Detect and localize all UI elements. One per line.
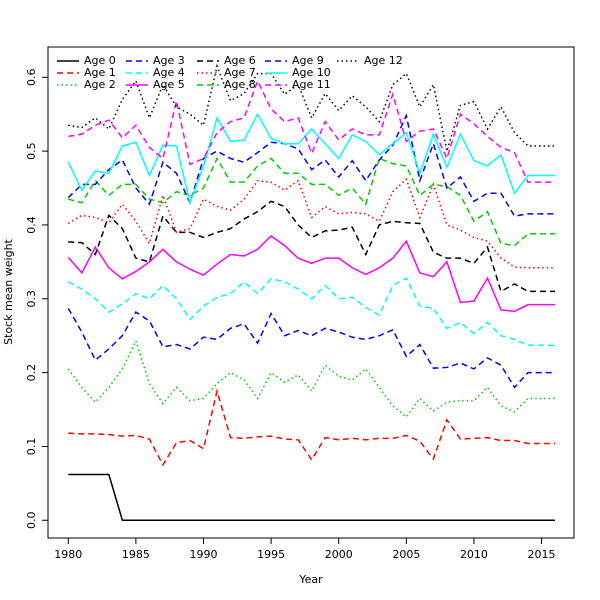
series-line (67, 112, 556, 206)
y-tick-label: 0.5 (25, 142, 38, 160)
x-tick-label: 2005 (392, 548, 420, 561)
series-line (67, 277, 556, 347)
plot-frame (47, 46, 575, 539)
y-tick-label: 0.6 (25, 69, 38, 87)
series-line (68, 79, 556, 183)
legend-label: Age 2 (84, 78, 116, 91)
y-tick-label: 0.2 (25, 364, 38, 382)
y-axis-label: Stock mean weight (2, 238, 15, 344)
x-axis-label: Year (298, 573, 323, 586)
legend-label: Age 9 (292, 54, 324, 67)
legend-label: Age 3 (153, 54, 185, 67)
series-line (67, 338, 556, 418)
x-tick-label: 1995 (257, 548, 285, 561)
series-line (68, 63, 556, 152)
legend-label: Age 0 (84, 54, 116, 67)
x-tick-label: 1990 (190, 548, 218, 561)
series-line (68, 473, 556, 522)
legend-label: Age 6 (224, 54, 256, 67)
legend-label: Age 11 (292, 78, 331, 91)
series-line (67, 307, 556, 389)
y-tick-label: 0.4 (25, 216, 38, 234)
series-line (67, 235, 556, 313)
legend-label: Age 5 (153, 78, 185, 91)
y-tick-label: 0.1 (25, 438, 38, 456)
legend-label: Age 7 (224, 66, 256, 79)
x-tick-label: 1985 (122, 548, 150, 561)
legend-label: Age 4 (153, 66, 185, 79)
legend-label: Age 10 (292, 66, 331, 79)
series-line (67, 113, 556, 217)
y-tick-label: 0.3 (25, 290, 38, 308)
y-tick-label: 0.0 (25, 512, 38, 530)
series-line (67, 177, 556, 269)
series-line (68, 156, 556, 247)
x-tick-label: 2015 (528, 548, 556, 561)
legend-label: Age 12 (364, 54, 403, 67)
x-tick-label: 2010 (460, 548, 488, 561)
series-line (68, 388, 556, 467)
legend-label: Age 1 (84, 66, 116, 79)
legend-label: Age 8 (224, 78, 256, 91)
x-tick-label: 2000 (325, 548, 353, 561)
x-tick-label: 1980 (54, 548, 82, 561)
